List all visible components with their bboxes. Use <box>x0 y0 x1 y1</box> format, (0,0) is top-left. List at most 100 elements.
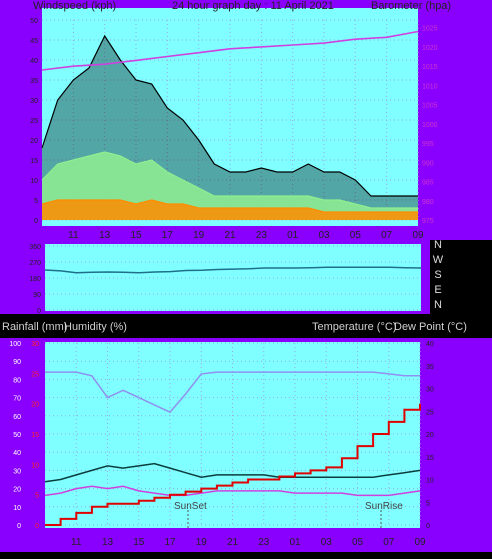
temperature-tick-label: 10 <box>426 478 434 485</box>
rain-tick-label: 30 <box>31 341 39 348</box>
wind-tick-label: 25 <box>30 118 38 125</box>
wind-tick-label: 10 <box>30 178 38 185</box>
series-line-wind-direction <box>44 266 422 274</box>
temperature-tick-label: 5 <box>426 500 430 507</box>
rain-tick-label: 5 <box>35 493 39 500</box>
compass-letter: E <box>434 284 441 296</box>
humidity-tick-label: 10 <box>13 505 21 512</box>
wind-x-tick-label: 03 <box>318 230 330 241</box>
lower-x-tick-label: 01 <box>289 537 301 548</box>
wind-x-tick-label: 19 <box>193 230 205 241</box>
rain-tick-label: 10 <box>31 462 39 469</box>
wind-x-tick-label: 13 <box>99 230 111 241</box>
series-line-barometer <box>41 30 419 71</box>
wind-x-tick-label: 09 <box>412 230 424 241</box>
tick-labels: 0510152025303540455097598098599099510001… <box>9 18 437 548</box>
temperature-tick-label: 40 <box>426 341 434 348</box>
humidity-tick-label: 50 <box>13 432 21 439</box>
temperature-tick-label: 0 <box>426 523 430 530</box>
series-line-wind-minimum <box>41 199 418 213</box>
humidity-tick-label: 100 <box>9 341 21 348</box>
direction-tick-label: 90 <box>33 292 41 299</box>
barometer-tick-label: 980 <box>422 199 434 206</box>
temperature-tick-label: 20 <box>426 432 434 439</box>
wind-x-tick-label: 21 <box>224 230 236 241</box>
humidity-tick-label: 60 <box>13 414 21 421</box>
rain-tick-label: 15 <box>31 432 39 439</box>
dew-point-label: Dew Point (°C) <box>394 321 467 333</box>
lower-x-tick-label: 09 <box>414 537 426 548</box>
wind-axis-label: Windspeed (kph) <box>33 0 116 12</box>
series-line-gust <box>41 34 418 197</box>
lower-x-tick-label: 13 <box>102 537 114 548</box>
series-line-humidity <box>45 371 420 414</box>
barometer-tick-label: 975 <box>422 218 434 225</box>
series-area-wind-minimum <box>42 200 418 220</box>
wind-x-tick-label: 23 <box>256 230 268 241</box>
lower-x-tick-label: 15 <box>133 537 145 548</box>
humidity-tick-label: 80 <box>13 377 21 384</box>
humidity-tick-label: 70 <box>13 396 21 403</box>
barometer-axis-label: Barometer (hpa) <box>371 0 451 12</box>
graph-title: 24 hour graph day : 11 April 2021 <box>172 0 334 12</box>
lower-x-tick-label: 17 <box>164 537 176 548</box>
wind-tick-label: 45 <box>30 38 38 45</box>
lower-x-tick-label: 23 <box>258 537 270 548</box>
temperature-tick-label: 30 <box>426 387 434 394</box>
sunset-label: SunSet <box>174 501 207 512</box>
humidity-label: Humidity (%) <box>64 321 127 333</box>
temperature-label: Temperature (°C) <box>312 321 396 333</box>
direction-tick-label: 0 <box>37 308 41 315</box>
series-line-rainfall <box>45 403 421 526</box>
wind-tick-label: 30 <box>30 98 38 105</box>
humidity-tick-label: 20 <box>13 487 21 494</box>
rainfall-label: Rainfall (mm) <box>2 321 67 333</box>
wind-tick-label: 20 <box>30 138 38 145</box>
compass-letter: N <box>434 239 442 251</box>
barometer-tick-label: 1025 <box>422 26 438 33</box>
lower-x-tick-label: 21 <box>227 537 239 548</box>
wind-tick-label: 15 <box>30 158 38 165</box>
wind-tick-label: 50 <box>30 18 38 25</box>
barometer-tick-label: 1020 <box>422 45 438 52</box>
barometer-tick-label: 995 <box>422 141 434 148</box>
temperature-tick-label: 25 <box>426 409 434 416</box>
lower-x-tick-label: 07 <box>383 537 395 548</box>
series-area-wind-speed <box>42 152 418 220</box>
barometer-tick-label: 1015 <box>422 64 438 71</box>
temperature-tick-label: 15 <box>426 455 434 462</box>
rain-tick-label: 20 <box>31 402 39 409</box>
sunrise-label: SunRise <box>365 501 403 512</box>
lower-x-tick-label: 19 <box>196 537 208 548</box>
wind-tick-label: 35 <box>30 78 38 85</box>
humidity-tick-label: 90 <box>13 359 21 366</box>
lower-x-tick-label: 05 <box>352 537 364 548</box>
series-line-dew-point <box>44 485 421 497</box>
compass-letter: S <box>434 269 441 281</box>
barometer-tick-label: 1005 <box>422 103 438 110</box>
wind-x-tick-label: 15 <box>130 230 142 241</box>
wind-tick-label: 5 <box>34 198 38 205</box>
wind-tick-label: 40 <box>30 58 38 65</box>
barometer-tick-label: 985 <box>422 180 434 187</box>
barometer-tick-label: 1000 <box>422 122 438 129</box>
barometer-tick-label: 1010 <box>422 83 438 90</box>
humidity-tick-label: 40 <box>13 450 21 457</box>
series-line-wind-speed <box>41 151 418 209</box>
humidity-tick-label: 30 <box>13 468 21 475</box>
lower-x-tick-label: 03 <box>321 537 333 548</box>
wind-x-tick-label: 01 <box>287 230 299 241</box>
rain-tick-label: 25 <box>31 371 39 378</box>
humidity-tick-label: 0 <box>17 523 21 530</box>
direction-tick-label: 360 <box>29 244 41 251</box>
compass-letter: N <box>434 299 442 311</box>
wind-x-tick-label: 05 <box>350 230 362 241</box>
direction-tick-label: 270 <box>29 260 41 267</box>
rain-tick-label: 0 <box>35 523 39 530</box>
temperature-tick-label: 35 <box>426 364 434 371</box>
direction-tick-label: 180 <box>29 276 41 283</box>
series-lines <box>41 30 422 526</box>
wind-tick-label: 0 <box>34 218 38 225</box>
